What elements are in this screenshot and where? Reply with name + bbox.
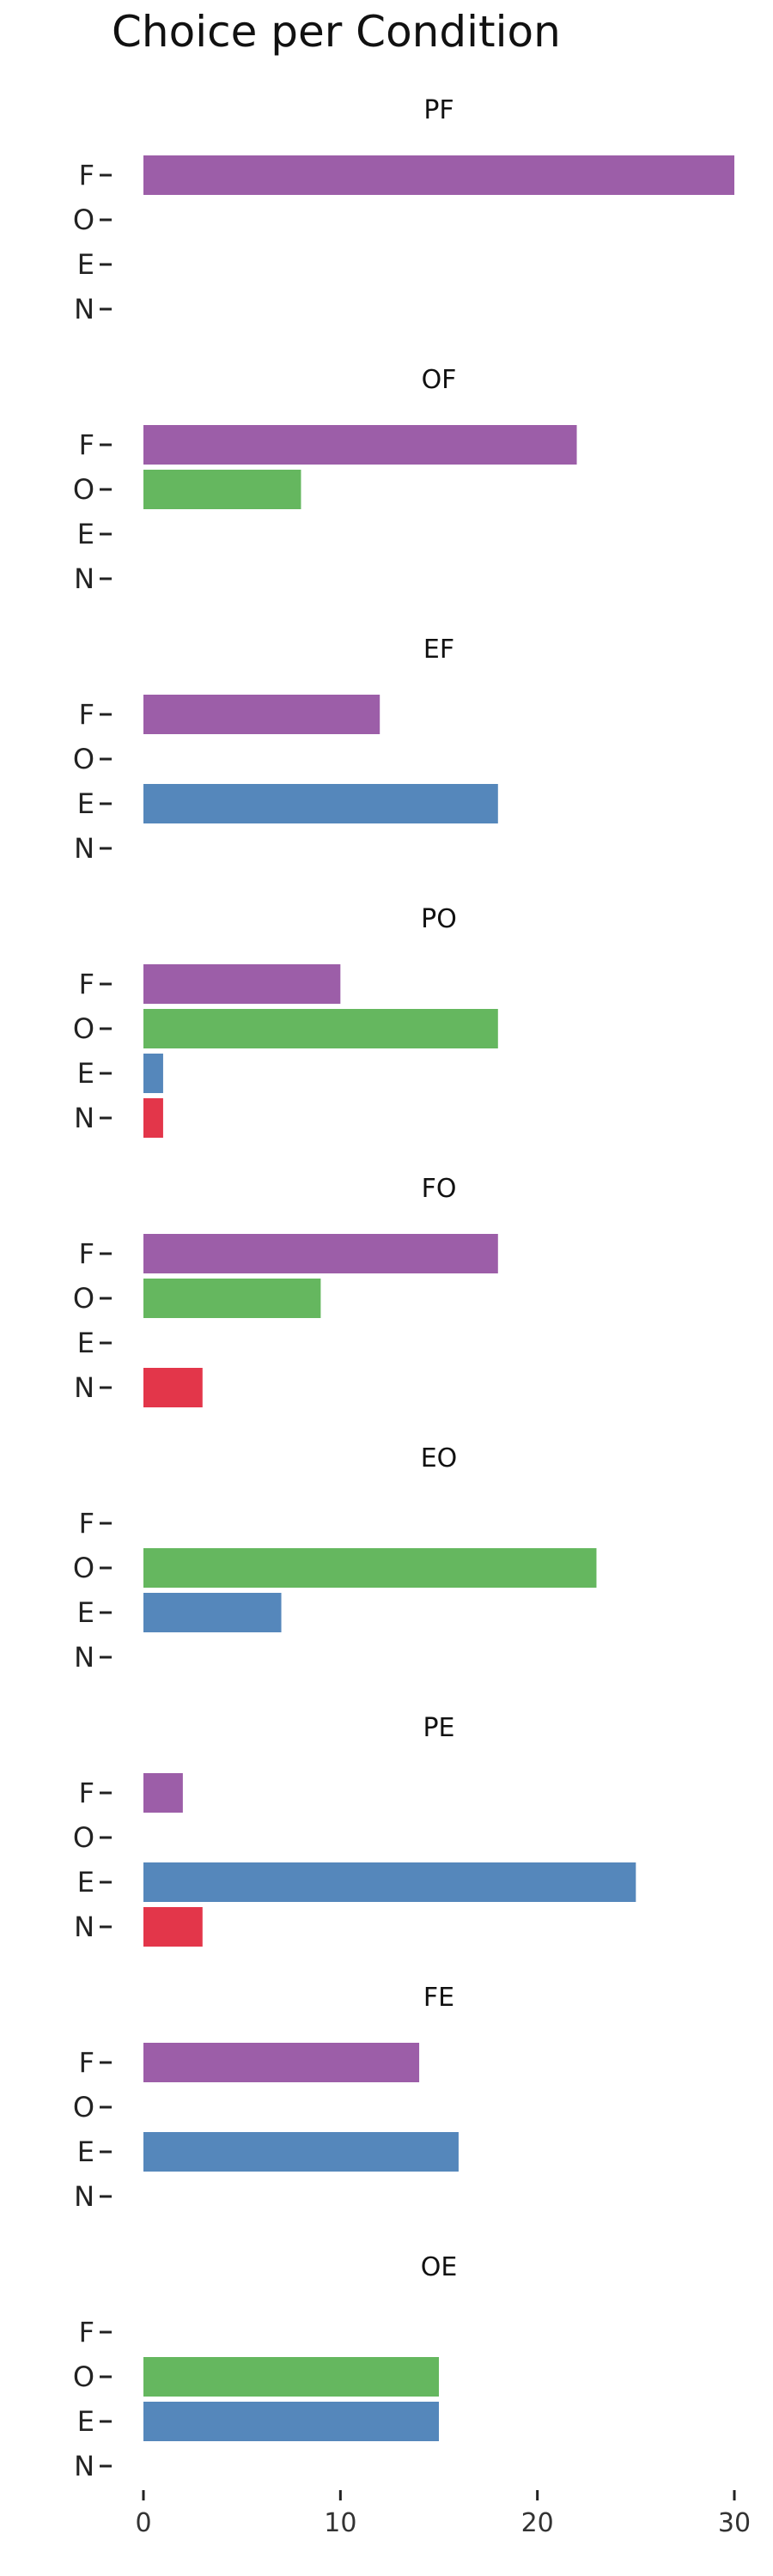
category-label-O: O — [73, 204, 94, 236]
category-label-E: E — [77, 1327, 94, 1359]
bar-EF-E — [143, 784, 498, 823]
category-label-N: N — [74, 1102, 94, 1134]
panel-title-EF: EF — [423, 635, 454, 665]
bar-FE-F — [143, 2043, 420, 2082]
category-label-N: N — [74, 832, 94, 865]
bar-PO-F — [143, 964, 341, 1004]
x-tick-label-0: 0 — [135, 2508, 151, 2538]
category-label-E: E — [77, 2405, 94, 2438]
category-label-N: N — [74, 293, 94, 325]
x-tick-label-10: 10 — [324, 2508, 356, 2538]
bar-PO-N — [143, 1098, 163, 1138]
category-label-F: F — [79, 698, 94, 731]
bar-FO-F — [143, 1234, 498, 1273]
bar-OE-E — [143, 2402, 439, 2441]
category-label-F: F — [79, 2046, 94, 2079]
category-label-E: E — [77, 1057, 94, 1090]
bar-PE-F — [143, 1773, 183, 1813]
bar-EF-F — [143, 695, 380, 734]
bar-FO-O — [143, 1279, 321, 1318]
bar-FE-E — [143, 2132, 459, 2172]
category-label-F: F — [79, 1507, 94, 1540]
category-label-E: E — [77, 248, 94, 281]
category-label-E: E — [77, 1596, 94, 1629]
x-tick-label-30: 30 — [718, 2508, 751, 2538]
category-label-N: N — [74, 1371, 94, 1404]
category-label-F: F — [79, 968, 94, 1000]
category-label-F: F — [79, 428, 94, 461]
bar-PO-E — [143, 1054, 163, 1093]
category-label-O: O — [73, 1552, 94, 1584]
chart-title: Choice per Condition — [112, 7, 561, 57]
category-label-F: F — [79, 1777, 94, 1809]
category-label-N: N — [74, 562, 94, 595]
bar-PF-F — [143, 155, 734, 195]
panel-title-PE: PE — [423, 1713, 454, 1743]
bar-FO-N — [143, 1368, 203, 1407]
panel-title-PF: PF — [423, 95, 453, 125]
panel-title-FO: FO — [422, 1174, 457, 1204]
panel-title-OF: OF — [422, 365, 457, 395]
category-label-N: N — [74, 1911, 94, 1943]
bar-EO-E — [143, 1593, 282, 1632]
category-label-E: E — [77, 1866, 94, 1899]
category-label-E: E — [77, 518, 94, 550]
category-label-N: N — [74, 2180, 94, 2213]
bar-EO-O — [143, 1548, 597, 1588]
bar-OF-F — [143, 425, 577, 465]
x-tick-label-20: 20 — [521, 2508, 554, 2538]
bar-OF-O — [143, 470, 301, 509]
category-label-O: O — [73, 1821, 94, 1854]
category-label-O: O — [73, 743, 94, 775]
panel-title-FE: FE — [423, 1983, 454, 2013]
category-label-E: E — [77, 2136, 94, 2168]
category-label-N: N — [74, 2450, 94, 2482]
category-label-O: O — [73, 473, 94, 506]
category-label-O: O — [73, 2091, 94, 2123]
category-label-F: F — [79, 1237, 94, 1270]
category-label-O: O — [73, 1012, 94, 1045]
category-label-O: O — [73, 1282, 94, 1315]
panel-title-OE: OE — [421, 2252, 458, 2282]
bar-PE-E — [143, 1862, 636, 1902]
bar-PE-N — [143, 1907, 203, 1947]
category-label-E: E — [77, 787, 94, 820]
bar-PO-O — [143, 1009, 498, 1048]
category-label-N: N — [74, 1641, 94, 1674]
panel-title-EO: EO — [421, 1443, 458, 1473]
category-label-F: F — [79, 2316, 94, 2348]
category-label-O: O — [73, 2360, 94, 2393]
bar-OE-O — [143, 2357, 439, 2397]
category-label-F: F — [79, 159, 94, 191]
panel-title-PO: PO — [421, 904, 457, 934]
